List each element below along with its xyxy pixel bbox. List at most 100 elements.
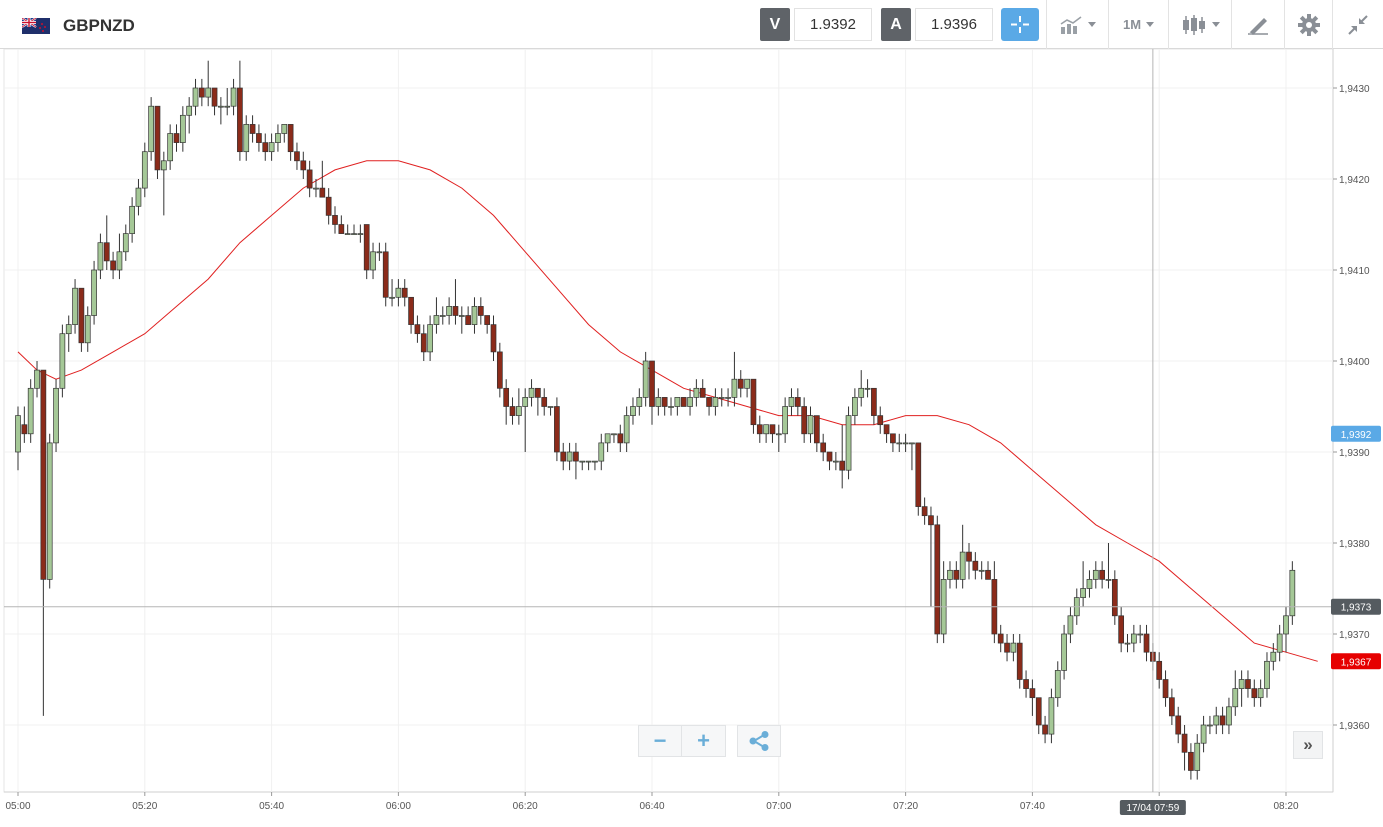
bid-price-button[interactable]: 1.9392 [794, 8, 872, 41]
candle [1023, 670, 1029, 698]
bear-candle-body [363, 224, 370, 271]
settings-button[interactable] [1284, 0, 1332, 49]
candle [1264, 652, 1270, 698]
candle [744, 378, 750, 398]
bear-candle-body [509, 406, 516, 416]
candle [579, 460, 586, 471]
drawing-tools-button[interactable] [1231, 0, 1284, 49]
collapse-chart-button[interactable] [1332, 0, 1383, 49]
bear-candle-body [1156, 660, 1163, 680]
bear-candle-body [465, 315, 471, 325]
candle [338, 215, 345, 234]
candle [1042, 715, 1048, 744]
x-tick-label: 07:00 [766, 801, 791, 812]
candle-style-button[interactable] [1168, 0, 1231, 49]
bull-candle-body [370, 251, 376, 271]
share-button[interactable] [737, 725, 781, 757]
bull-candle-body [243, 124, 250, 153]
bear-candle-body [1035, 697, 1042, 726]
zoom-controls: − + [638, 725, 726, 757]
y-tick-label: 1,9370 [1339, 630, 1370, 641]
bull-candle-body [84, 315, 91, 344]
candle [725, 388, 731, 407]
candle [116, 233, 123, 280]
x-tick-label: 05:00 [5, 801, 30, 812]
bull-candle-body [192, 87, 199, 107]
candle [490, 315, 497, 361]
candle [547, 406, 554, 416]
x-tick-label: 06:40 [639, 801, 664, 812]
bear-candle-body [199, 87, 205, 98]
bear-candle-body [737, 378, 744, 389]
bull-candle-body [687, 397, 693, 407]
candle [928, 506, 934, 607]
bull-candle-body [959, 551, 966, 580]
zoom-in-button[interactable]: + [682, 725, 726, 757]
bull-candle-body [351, 233, 357, 235]
bull-candle-body [53, 387, 59, 444]
moving-average-tag: 1,9367 [1341, 657, 1372, 668]
bull-candle-body [1130, 633, 1137, 644]
candle [287, 124, 294, 161]
x-tick-label: 05:20 [132, 801, 157, 812]
bear-candle-body [300, 160, 307, 171]
timeframe-button[interactable]: 1M [1108, 0, 1168, 49]
gear-icon [1297, 13, 1320, 36]
candle [325, 188, 332, 225]
candle [693, 379, 700, 407]
candle [1162, 670, 1169, 707]
bear-candle-body [490, 324, 497, 353]
bull-candle-body [852, 397, 858, 416]
bid-price-tag-bg [1331, 425, 1381, 442]
bull-candle-body [344, 233, 351, 235]
chart-toolbar: GBPNZD V 1.9392 A 1.9396 1M [0, 0, 1383, 49]
candle [1245, 670, 1251, 698]
candle [186, 97, 193, 134]
candle [630, 397, 636, 425]
candle [1207, 715, 1213, 735]
candle [103, 215, 110, 270]
bull-candle-body [896, 442, 903, 445]
bear-candle-body [1042, 724, 1048, 735]
bull-candle-body [775, 433, 782, 436]
candle [623, 406, 630, 452]
bear-candle-body [1175, 715, 1182, 735]
candle [1118, 606, 1125, 653]
bull-candle-body [1276, 633, 1283, 653]
bid-label: V [760, 8, 790, 41]
crosshair-button[interactable] [1001, 8, 1039, 41]
candle [756, 415, 763, 443]
price-chart[interactable]: 1,9430 1,9420 1,9410 1,9400 1,9390 1,9380 1,93… [0, 49, 1383, 827]
candle [34, 361, 40, 398]
ask-price-button[interactable]: 1.9396 [915, 8, 993, 41]
candle [357, 224, 364, 243]
zoom-out-button[interactable]: − [638, 725, 682, 757]
bull-candle-body [604, 433, 611, 444]
candle [541, 388, 548, 416]
chart-type-line-button[interactable] [1046, 0, 1108, 49]
bull-candle-body [230, 87, 237, 107]
bear-candle-body [1188, 751, 1194, 771]
bull-candle-body [395, 287, 402, 298]
candle [896, 433, 903, 452]
candle [1035, 697, 1042, 735]
bull-candle-body [357, 233, 364, 235]
candle [509, 397, 516, 425]
bull-candle-body [471, 306, 478, 325]
bull-candle-body [122, 233, 129, 253]
candle [148, 97, 154, 161]
candle [940, 561, 947, 644]
candle [826, 451, 833, 471]
bear-candle-body [420, 333, 427, 353]
bull-candle-body [782, 406, 788, 435]
bull-candle-body [788, 397, 795, 407]
bull-candle-body [1137, 633, 1144, 636]
scroll-to-latest-button[interactable]: » [1293, 731, 1323, 759]
candle [1257, 679, 1264, 707]
candle [110, 251, 116, 280]
candle [1238, 670, 1245, 707]
bull-candle-body [547, 406, 554, 408]
candle [1010, 634, 1017, 662]
ask-label: A [881, 8, 911, 41]
candle [820, 433, 827, 462]
